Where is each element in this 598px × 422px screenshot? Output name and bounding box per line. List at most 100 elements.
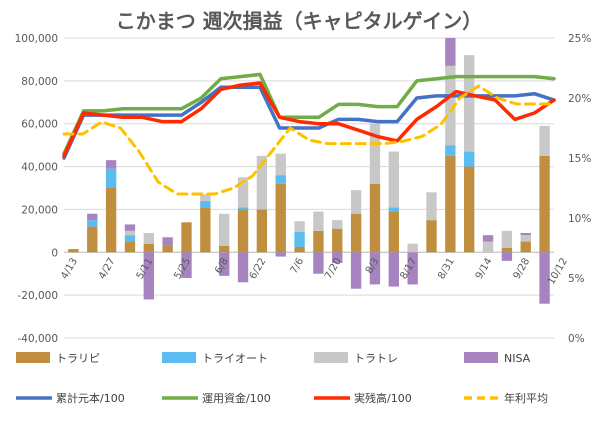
bar-segment-2 [445,145,456,156]
bar-segment-4 [539,252,550,304]
bar-segment-2 [87,220,98,227]
legend-label: NISA [504,352,531,365]
legend-label: トライオート [202,352,268,365]
legend-swatch-bar [16,352,50,363]
legend-label: トラトレ [354,352,398,365]
bar-segment-3 [407,243,418,253]
line-layer [62,72,556,196]
bar-segment-1 [275,183,286,253]
bar-segment-1 [162,245,173,253]
bar-segment-4 [181,252,192,278]
bar-segment-2 [275,175,286,184]
line-series-4 [62,84,556,196]
y-left-tick-label: 100,000 [15,33,58,45]
y-left-tick-label: -40,000 [17,333,58,345]
bar-segment-4 [350,252,362,289]
bar-segment-1 [539,155,550,253]
bar-segment-1 [200,207,211,253]
bar-segment-3 [219,213,230,246]
bar-segment-4 [501,252,513,261]
bar-segment-1 [87,226,98,253]
bar-layer [68,38,550,304]
legend-label: トラリピ [56,352,100,365]
bar-segment-3 [445,65,456,146]
y-left-tick-label: 40,000 [21,162,58,174]
bar-segment-4 [482,235,494,242]
legend-swatch-bar [162,352,196,363]
bar-segment-1 [501,248,513,253]
x-tick-label: 9/14 [474,256,495,281]
x-tick-label: 7/20 [323,256,344,281]
y-left-tick-label: 20,000 [21,204,58,216]
bar-segment-4 [162,237,173,246]
y-left-tick-label: 60,000 [21,119,58,131]
bar-segment-2 [200,200,211,208]
bar-segment-3 [520,235,531,242]
x-tick-label: 6/22 [248,256,269,281]
bar-segment-4 [445,38,456,66]
bar-segment-1 [332,228,343,253]
bar-segment-1 [520,241,531,253]
y-left-tick-label: -20,000 [17,290,58,302]
bar-segment-1 [313,230,324,253]
x-tick-label: 8/31 [436,256,457,281]
bar-segment-2 [124,235,136,242]
bar-segment-1 [350,213,362,253]
gridlines [64,37,554,339]
bar-segment-4 [407,252,418,285]
bar-segment-3 [350,190,362,214]
bar-segment-3 [124,230,136,236]
bar-segment-3 [501,230,513,248]
bar-segment-4 [369,252,381,285]
bar-segment-4 [388,252,399,287]
line-series-2 [62,72,556,156]
bar-segment-1 [388,211,399,253]
bar-segment-2 [464,151,475,167]
y-left-tick-label: 0 [51,247,58,259]
bar-segment-3 [539,125,550,156]
bar-segment-2 [388,207,399,212]
bar-segment-1 [219,245,230,253]
bar-segment-1 [181,222,192,253]
bar-segment-3 [143,233,154,244]
bar-segment-1 [294,246,305,253]
bar-segment-2 [294,231,305,247]
bar-segment-4 [219,252,230,276]
y-right-tick-label: 10% [568,213,591,225]
bar-segment-4 [332,252,343,263]
bar-segment-4 [87,213,98,221]
bar-segment-3 [200,194,211,201]
legend-label: 実残高/100 [354,391,412,405]
bar-segment-1 [369,183,381,253]
bar-segment-1 [143,243,154,253]
legend-label: 年利平均 [504,391,548,405]
bar-segment-4 [105,160,117,169]
y-right-tick-label: 25% [568,33,591,45]
axis-layer: 100,000 80,000 60,000 40,000 20,000 0 -20,000 -… [15,33,592,345]
bar-segment-2 [105,168,117,188]
y-right-tick-label: 0% [568,333,585,345]
bar-segment-1 [105,188,117,253]
y-right-tick-label: 20% [568,93,591,105]
bar-segment-4 [237,252,249,283]
y-right-tick-label: 15% [568,153,591,165]
bar-segment-3 [332,220,343,229]
bar-segment-4 [275,252,286,257]
legend-swatch-bar [464,352,498,363]
bar-segment-4 [143,252,154,300]
x-tick-label: 4/27 [97,256,118,281]
bar-segment-1 [445,155,456,253]
legend-label: 累計元本/100 [56,391,125,405]
legend: トラリピ トライオート トラトレ NISA 累計元本/100 運用資金/100 実残高/10… [16,352,548,405]
bar-segment-3 [256,155,268,210]
x-tick-label: 7/6 [289,256,307,275]
bar-segment-2 [237,207,249,210]
bar-segment-1 [256,209,268,253]
y-right-tick-label: 5% [568,273,585,285]
bar-segment-1 [426,220,437,253]
bar-segment-1 [237,209,249,253]
bar-segment-3 [237,177,249,208]
bar-segment-1 [68,249,79,253]
